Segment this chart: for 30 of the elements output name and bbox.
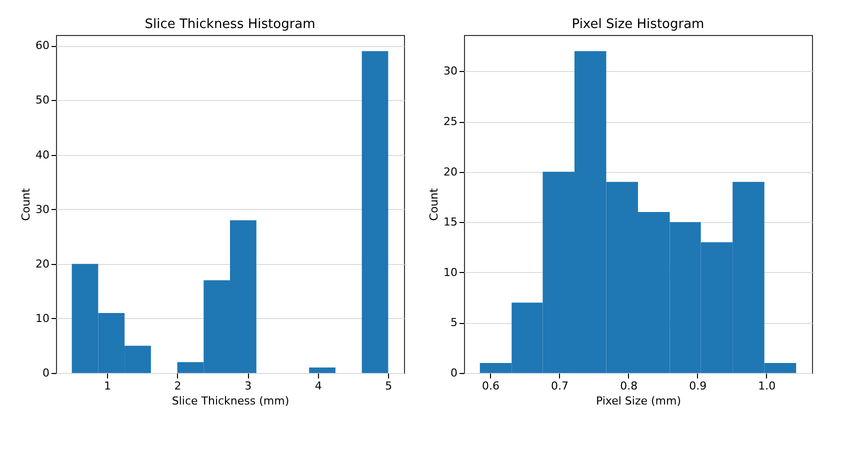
y-tick-label: 30 xyxy=(36,202,50,216)
y-tick-label: 25 xyxy=(444,115,458,128)
x-tick-label: 0.9 xyxy=(689,380,707,392)
y-axis-title: Count xyxy=(428,187,441,221)
y-tick-label: 20 xyxy=(444,165,458,178)
y-tick-label: 40 xyxy=(36,148,50,162)
x-tick-label: 5 xyxy=(385,380,392,392)
chart-title: Pixel Size Histogram xyxy=(572,17,704,32)
y-tick-label: 0 xyxy=(42,366,50,380)
x-tick-label: 1.0 xyxy=(758,380,776,392)
y-tick-label: 60 xyxy=(36,39,50,52)
y-tick-label: 30 xyxy=(444,64,458,78)
x-tick-label: 4 xyxy=(314,380,322,392)
y-tick-label: 0 xyxy=(450,366,458,380)
x-tick-label: 0.8 xyxy=(620,380,638,392)
x-tick-label: 1 xyxy=(104,380,111,392)
y-tick-label: 20 xyxy=(36,257,50,270)
x-tick-label: 2 xyxy=(174,380,182,392)
y-tick-label: 10 xyxy=(36,312,50,325)
y-tick-label: 10 xyxy=(444,266,458,279)
x-axis-title: Slice Thickness (mm) xyxy=(172,394,290,408)
chart-title: Slice Thickness Histogram xyxy=(144,17,316,32)
x-tick-label: 3 xyxy=(244,380,252,392)
x-axis-title: Pixel Size (mm) xyxy=(596,394,682,408)
x-tick-label: 0.7 xyxy=(551,380,569,392)
y-tick-label: 5 xyxy=(450,316,458,330)
y-axis-title: Count xyxy=(20,187,33,221)
x-tick-label: 0.6 xyxy=(482,380,500,392)
y-tick-label: 15 xyxy=(444,216,458,229)
y-tick-label: 50 xyxy=(36,94,50,107)
